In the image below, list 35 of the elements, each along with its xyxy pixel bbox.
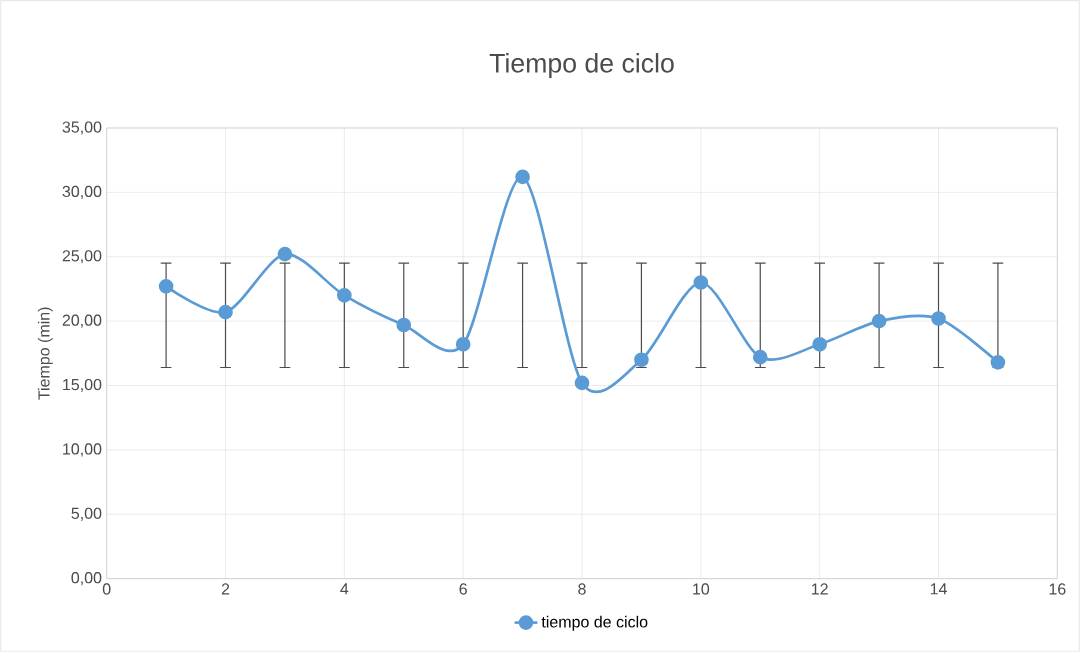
x-tick-label: 2: [221, 583, 230, 595]
point: [455, 336, 471, 352]
point: [158, 279, 174, 294]
point: [871, 313, 887, 329]
y-tick-label: 5,00: [71, 507, 102, 521]
y-tick-label: 20,00: [62, 314, 102, 328]
point: [218, 304, 233, 320]
point: [931, 311, 946, 326]
point: [574, 375, 590, 391]
y-tick-label: 35,00: [62, 121, 102, 135]
point: [752, 349, 768, 365]
y-tick-label: 25,00: [62, 250, 102, 264]
point: [634, 352, 649, 368]
y-tick-label: 10,00: [63, 443, 102, 457]
y-axis-title: Tiempo (min): [37, 307, 53, 400]
x-tick-label: 12: [811, 583, 828, 595]
chart-title: Tiempo de ciclo: [489, 53, 674, 78]
x-tick-label: 16: [1049, 583, 1066, 595]
point: [515, 169, 530, 185]
y-tick-label: 0,00: [71, 572, 102, 586]
x-tick-label: 6: [459, 583, 467, 595]
x-tick-label: 4: [340, 583, 349, 595]
point: [337, 288, 352, 303]
point: [693, 275, 709, 290]
point: [277, 246, 293, 262]
y-tick-label: 15,00: [63, 378, 102, 393]
x-tick-label: 10: [693, 583, 710, 595]
y-tick-label: 30,00: [62, 185, 102, 199]
legend-label: tiempo de ciclo: [541, 615, 648, 631]
x-tick-label: 8: [578, 583, 586, 595]
point: [812, 336, 828, 352]
x-tick-label: 0: [102, 583, 111, 595]
point: [990, 355, 1006, 370]
x-tick-label: 14: [930, 583, 947, 595]
point: [396, 317, 412, 333]
